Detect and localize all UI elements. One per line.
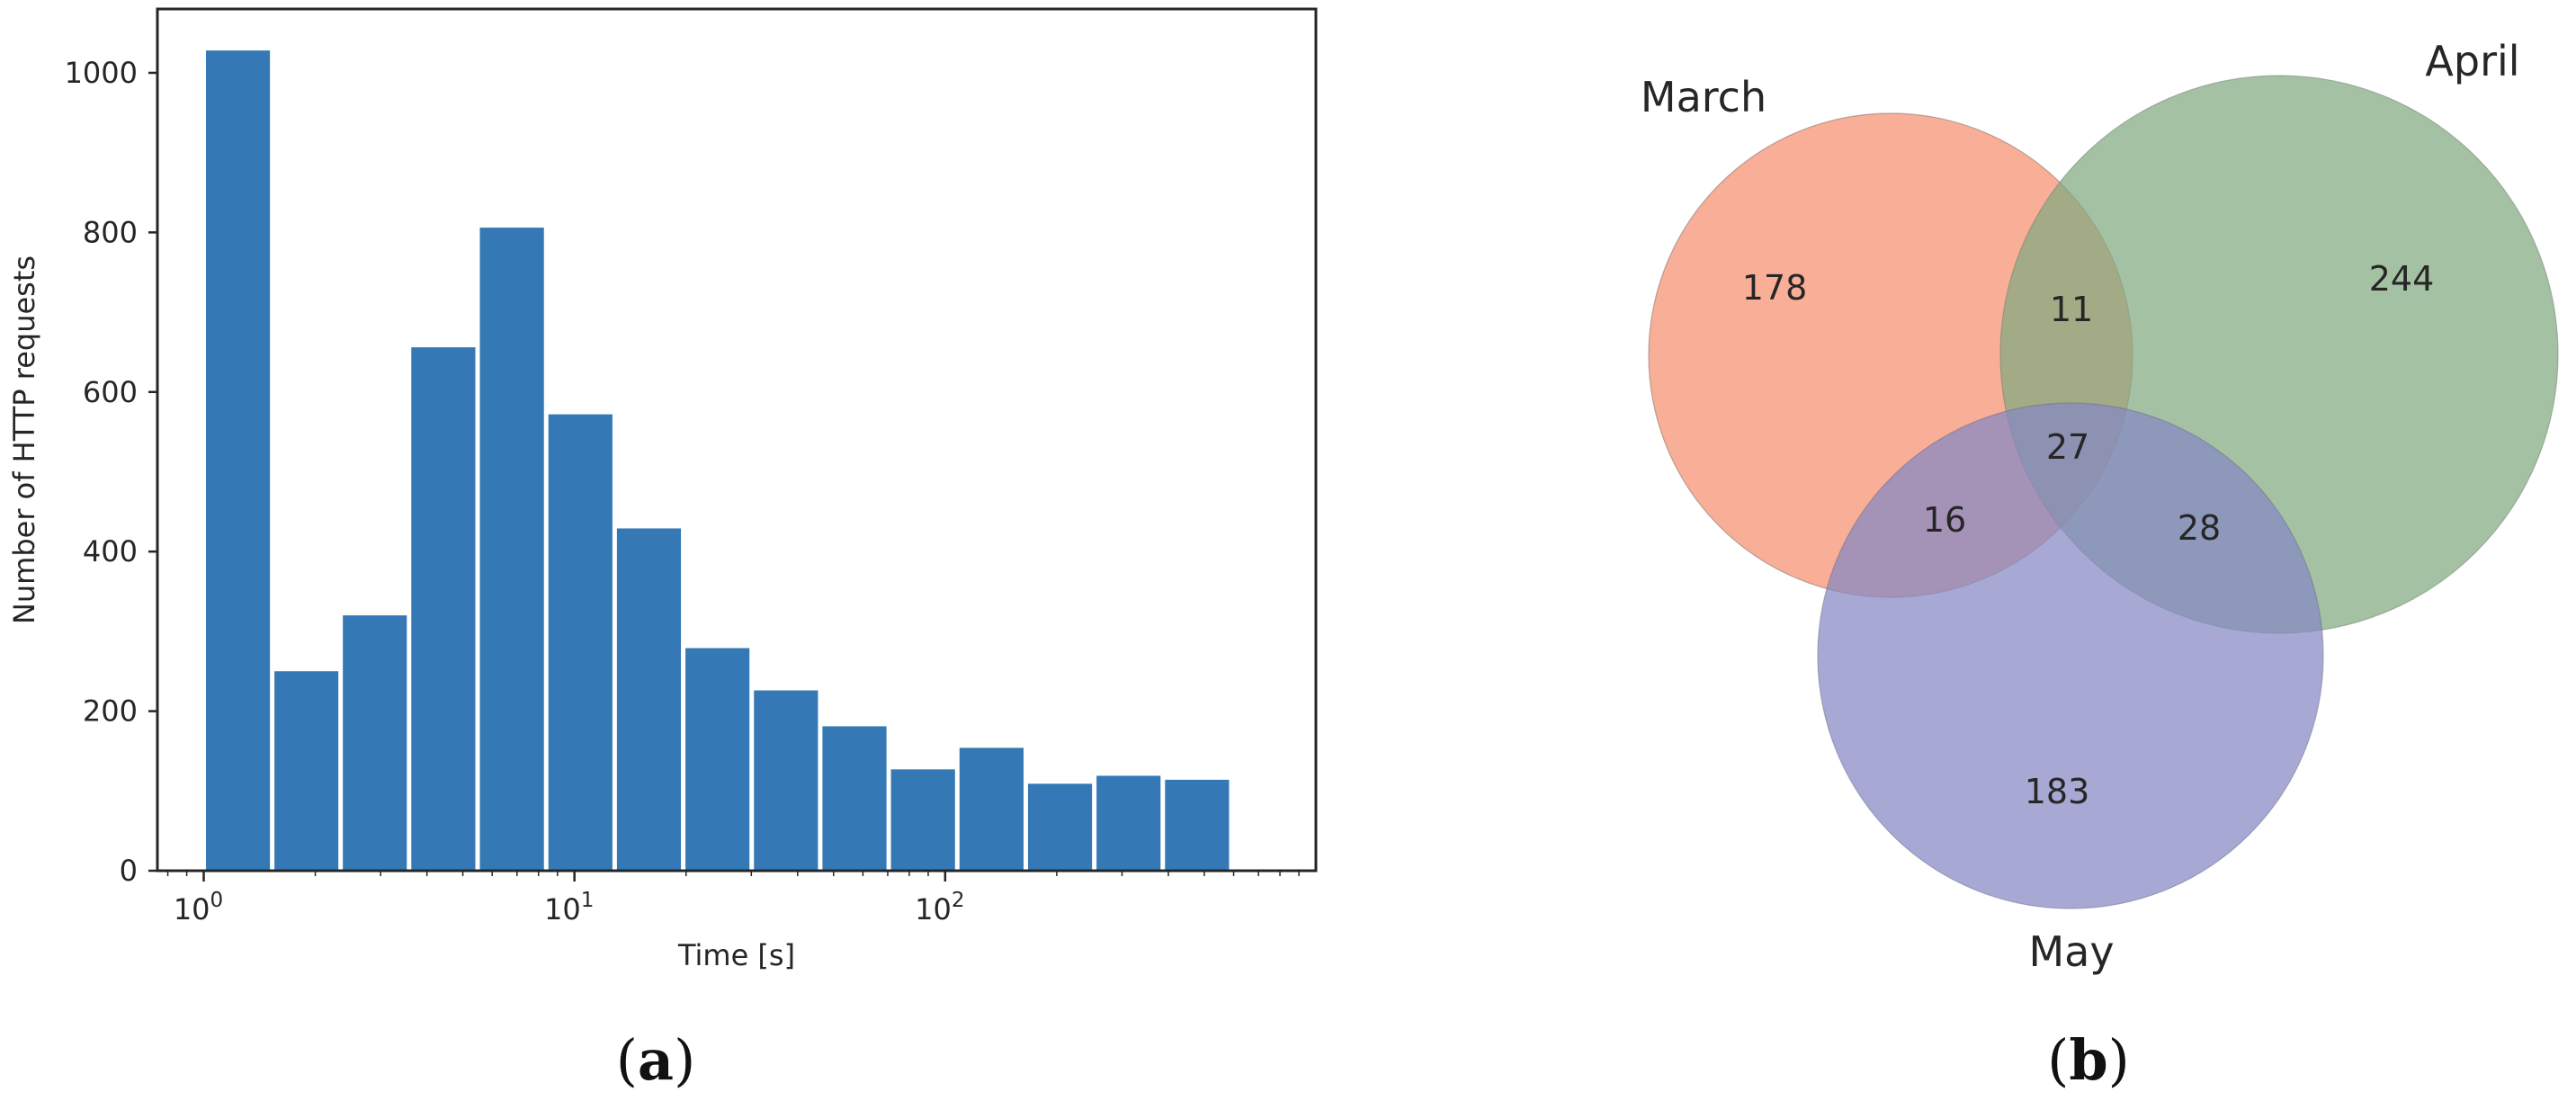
y-tick-label: 0	[120, 854, 138, 888]
histogram-bar	[1027, 783, 1093, 871]
histogram-bar	[343, 615, 407, 871]
x-axis-title: Time [s]	[677, 938, 795, 972]
histogram-bar	[274, 671, 339, 871]
histogram-bars	[205, 50, 1230, 872]
y-tick-label: 200	[83, 694, 138, 729]
histogram-panel: 0 200 400 600 800 1000 100 101 102 Time [s] Num…	[7, 7, 1318, 1093]
panel-label-a: (a)	[616, 1027, 696, 1093]
panel-label-b: (b)	[2047, 1027, 2130, 1093]
y-tick-label: 600	[83, 375, 138, 409]
histogram-bar	[754, 690, 818, 871]
x-axis-ticks: 100 101 102	[166, 871, 1300, 926]
histogram-bar	[1096, 775, 1161, 871]
venn-count-all: 27	[2046, 427, 2089, 467]
histogram-bar	[205, 50, 271, 872]
venn-set-label-april: April	[2425, 37, 2519, 85]
y-axis-ticks: 0 200 400 600 800 1000	[65, 56, 157, 888]
venn-count-march-only: 178	[1742, 268, 1808, 308]
histogram-bar	[685, 648, 750, 871]
venn-panel: March April May 178 244 183 11 16 28 27 …	[1641, 37, 2559, 1093]
venn-circle-may	[1817, 402, 2324, 909]
venn-count-march-may: 16	[1923, 500, 1966, 540]
histogram-bar	[616, 528, 682, 871]
x-tick-label: 100	[174, 889, 223, 926]
histogram-bar	[411, 347, 476, 871]
histogram-bar	[822, 726, 887, 871]
x-tick-label: 102	[915, 889, 964, 926]
y-tick-label: 800	[83, 215, 138, 249]
histogram-bar	[479, 228, 544, 871]
venn-count-april-may: 28	[2178, 508, 2221, 548]
histogram-bar	[1165, 779, 1230, 871]
histogram-bar	[890, 769, 955, 871]
venn-set-label-march: March	[1641, 73, 1767, 121]
y-tick-label: 1000	[65, 56, 138, 90]
venn-count-march-april: 11	[2050, 290, 2093, 329]
x-tick-label: 101	[544, 889, 594, 926]
histogram-bar	[959, 747, 1024, 871]
axes-frame	[156, 7, 1318, 873]
venn-count-april-only: 244	[2369, 259, 2435, 299]
venn-count-may-only: 183	[2025, 772, 2090, 811]
venn-set-label-may: May	[2028, 927, 2114, 976]
histogram-bar	[548, 414, 613, 871]
y-tick-label: 400	[83, 534, 138, 568]
y-axis-title: Number of HTTP requests	[7, 255, 41, 624]
